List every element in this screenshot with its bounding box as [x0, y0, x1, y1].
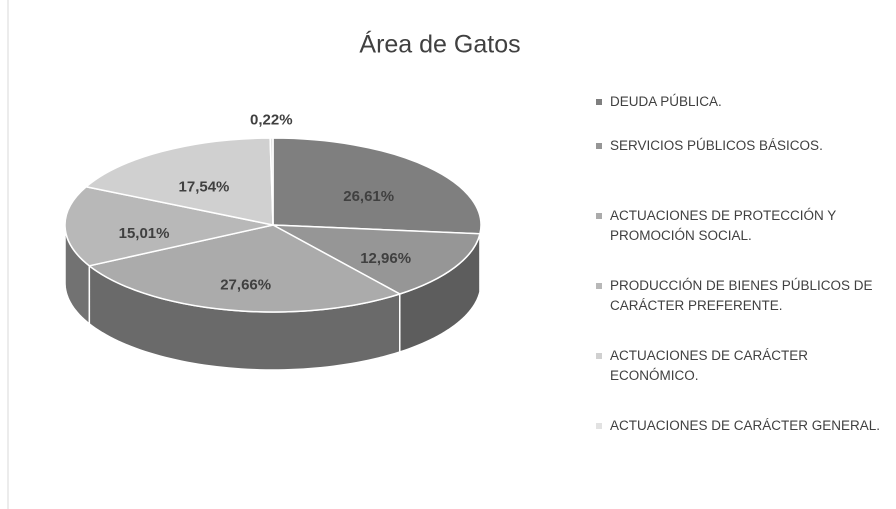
- data-label: 17,54%: [179, 178, 230, 195]
- legend-label: DEUDA PÚBLICA.: [610, 94, 722, 109]
- legend-swatch: [596, 143, 602, 149]
- legend-item: ACTUACIONES DE CARÁCTER GENERAL.: [596, 416, 888, 436]
- pie-slice: [87, 224, 402, 313]
- legend-label: ACTUACIONES DE CARÁCTER ECONÓMICO.: [610, 348, 809, 383]
- legend-swatch: [596, 423, 602, 429]
- data-label: 15,01%: [119, 225, 170, 242]
- legend-item: ACTUACIONES DE CARÁCTER ECONÓMICO.: [596, 346, 888, 386]
- data-label: 26,61%: [343, 188, 394, 205]
- pie-slice: [272, 137, 482, 235]
- legend-item: ACTUACIONES DE PROTECCIÓN Y PROMOCIÓN SO…: [596, 206, 888, 246]
- data-label: 27,66%: [220, 277, 271, 294]
- legend-label: SERVICIOS PÚBLICOS BÁSICOS.: [610, 138, 823, 153]
- pie-slice: [269, 137, 274, 226]
- pie-slice: [64, 185, 274, 267]
- legend-item: DEUDA PÚBLICA.: [596, 92, 888, 112]
- legend-item: SERVICIOS PÚBLICOS BÁSICOS.: [596, 136, 888, 156]
- legend-swatch: [596, 99, 602, 105]
- data-label: 0,22%: [250, 112, 293, 129]
- pie-slice: [84, 137, 274, 226]
- legend-swatch: [596, 353, 602, 359]
- legend-swatch: [596, 213, 602, 219]
- data-label: 12,96%: [360, 250, 411, 267]
- legend-swatch: [596, 283, 602, 289]
- legend-label: PRODUCCIÓN DE BIENES PÚBLICOS DE CARÁCTE…: [610, 278, 873, 313]
- legend-label: ACTUACIONES DE PROTECCIÓN Y PROMOCIÓN SO…: [610, 208, 837, 243]
- legend-label: ACTUACIONES DE CARÁCTER GENERAL.: [610, 418, 881, 433]
- legend-item: PRODUCCIÓN DE BIENES PÚBLICOS DE CARÁCTE…: [596, 276, 888, 316]
- pie-slice: [272, 224, 481, 295]
- chart-title: Área de Gatos: [359, 30, 520, 59]
